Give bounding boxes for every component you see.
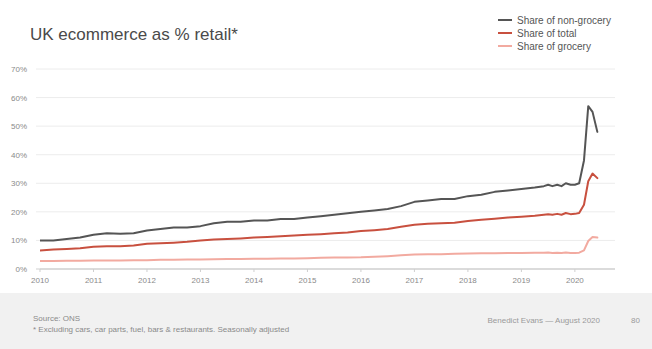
grid-line xyxy=(36,183,615,184)
series-line xyxy=(40,106,597,240)
legend-swatch xyxy=(498,19,512,21)
y-tick-label: 50% xyxy=(11,122,27,131)
x-axis-line xyxy=(40,269,615,270)
y-tick-label: 20% xyxy=(11,208,27,217)
credit: Benedict Evans — August 2020 xyxy=(487,316,600,325)
grid-line xyxy=(36,69,615,70)
grid-line xyxy=(36,97,615,98)
legend-swatch xyxy=(498,45,512,47)
series-line xyxy=(40,237,597,261)
footer-band xyxy=(0,293,652,349)
x-tick-label: 2020 xyxy=(566,276,584,285)
legend-label: Share of total xyxy=(517,28,576,39)
note: * Excluding cars, car parts, fuel, bars … xyxy=(33,325,289,334)
x-tick-label: 2018 xyxy=(459,276,477,285)
y-tick-label: 60% xyxy=(11,94,27,103)
title: UK ecommerce as % retail* xyxy=(30,25,238,44)
grid-line xyxy=(36,269,615,270)
y-tick-label: 10% xyxy=(11,236,27,245)
y-tick-label: 70% xyxy=(11,65,27,74)
grid-line xyxy=(36,240,615,241)
x-tick-label: 2015 xyxy=(299,276,317,285)
grid-line xyxy=(36,211,615,212)
y-tick-label: 40% xyxy=(11,151,27,160)
x-tick-label: 2010 xyxy=(31,276,49,285)
source: Source: ONS xyxy=(33,314,80,323)
grid-line xyxy=(36,126,615,127)
legend-label: Share of grocery xyxy=(517,41,591,52)
x-tick-label: 2011 xyxy=(85,276,103,285)
series-line xyxy=(40,174,597,251)
chart: UK ecommerce as % retail* 0% 10% 20% 30% 40% 5… xyxy=(0,0,652,349)
y-tick-label: 0% xyxy=(15,265,27,274)
page-number: 80 xyxy=(631,316,640,325)
x-tick-label: 2019 xyxy=(512,276,530,285)
x-tick-label: 2013 xyxy=(192,276,210,285)
grid-line xyxy=(36,154,615,155)
x-tick-label: 2014 xyxy=(245,276,263,285)
x-tick-label: 2012 xyxy=(138,276,156,285)
legend-label: Share of non-grocery xyxy=(517,15,611,26)
x-tick-label: 2017 xyxy=(406,276,424,285)
plot-area xyxy=(40,106,597,261)
legend-swatch xyxy=(498,32,512,34)
y-tick-label: 30% xyxy=(11,179,27,188)
x-tick-label: 2016 xyxy=(352,276,370,285)
